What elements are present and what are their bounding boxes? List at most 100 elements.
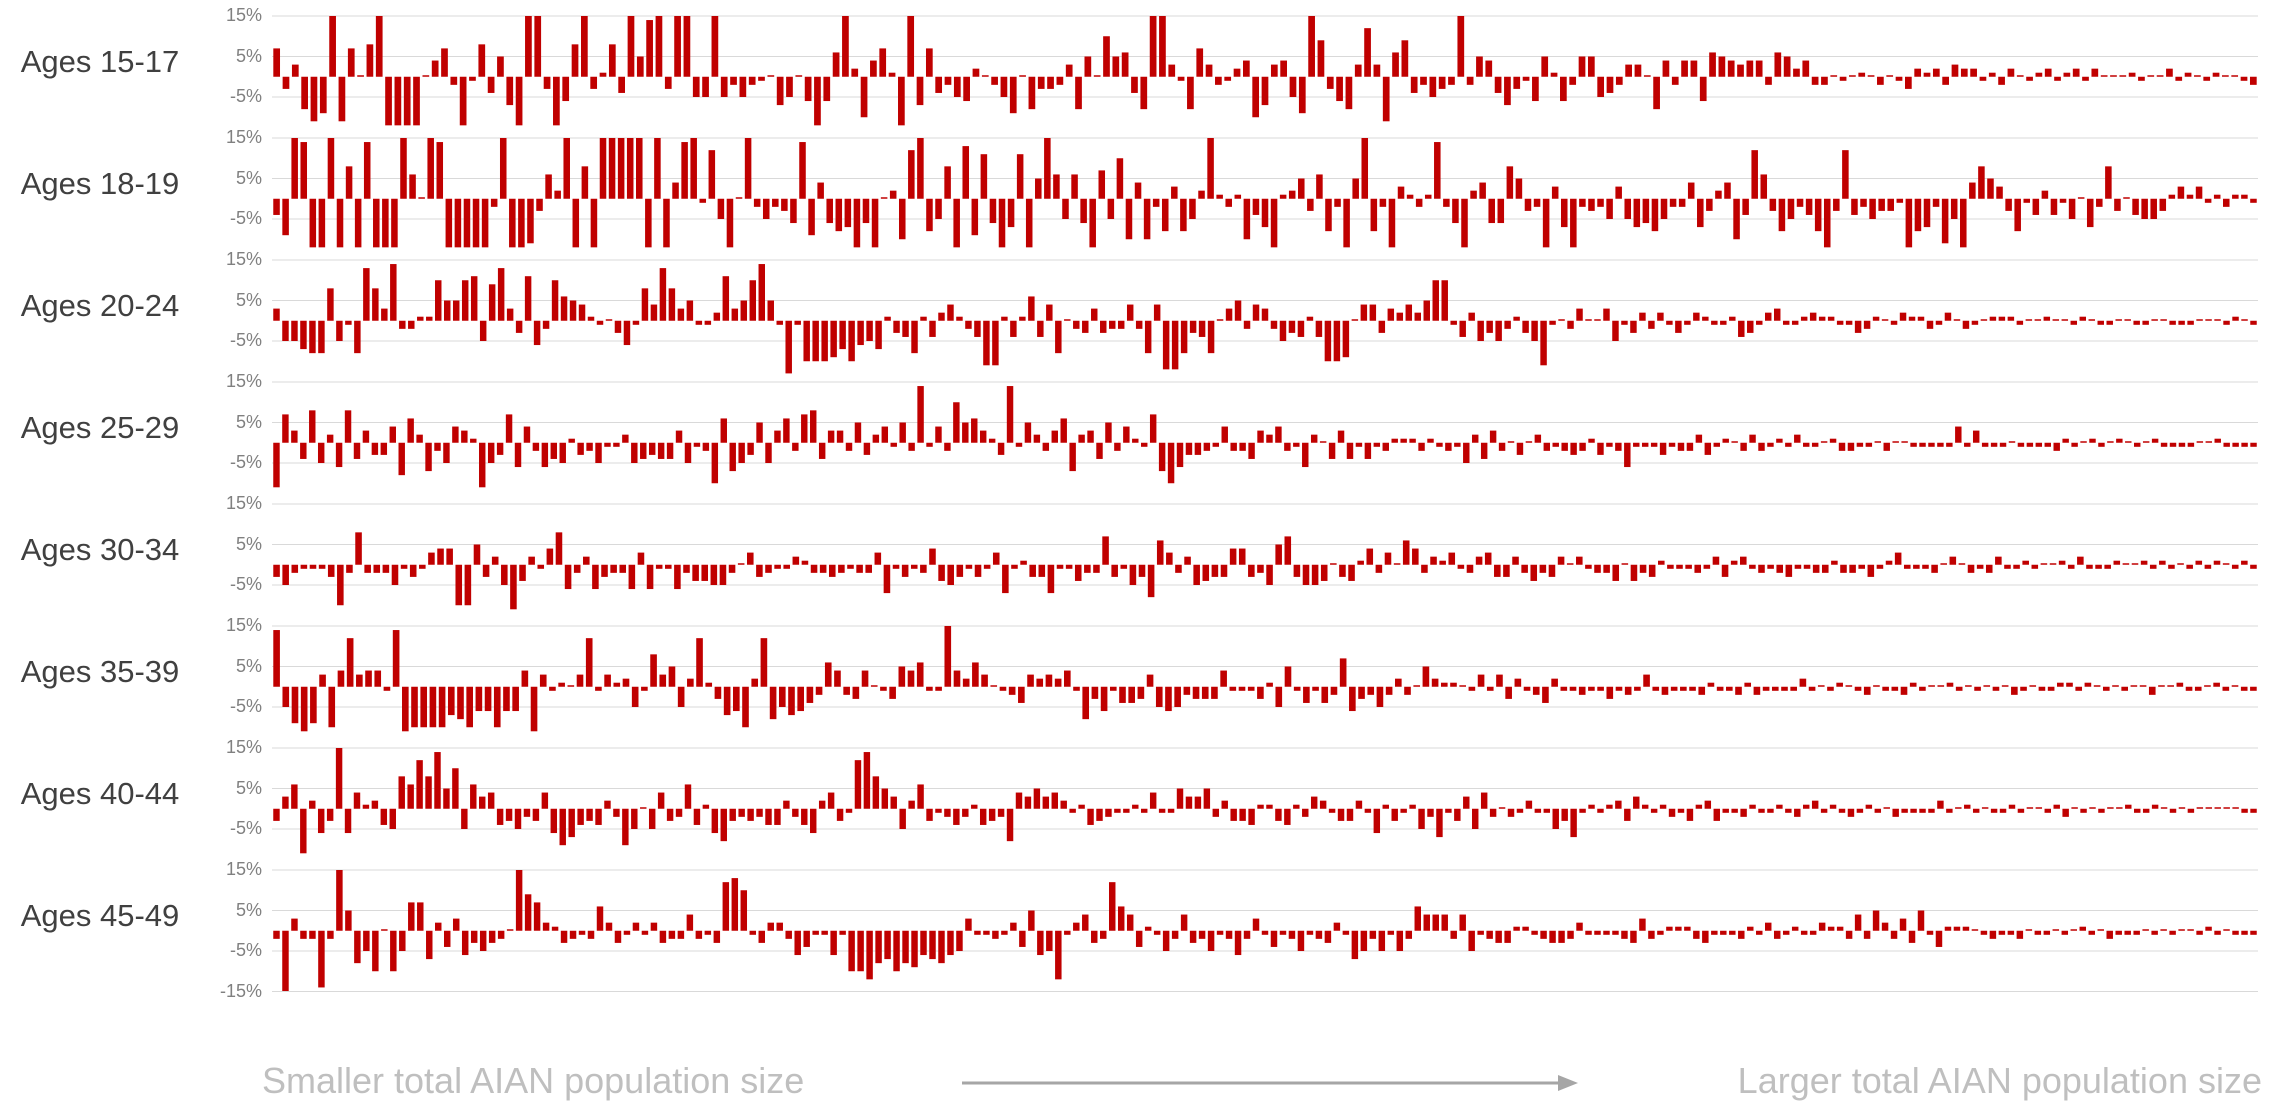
bar [838,564,845,573]
bar [1396,930,1404,951]
bar [1522,76,1530,81]
bar [2071,807,2078,809]
bar [1838,442,1846,451]
bar [1436,442,1443,447]
bar [1171,320,1179,370]
bar [515,870,523,931]
bar [1126,304,1134,321]
bar [2241,930,2248,935]
bar [1147,564,1155,598]
bar [823,76,831,102]
bar [532,808,540,821]
bar [1117,906,1125,931]
bar [1158,442,1166,472]
bar [794,930,801,956]
bar [1597,76,1605,97]
bar [874,552,882,565]
bar [1783,56,1791,77]
bar [1729,316,1736,321]
bar [1910,442,1917,447]
bar [2013,564,2020,569]
bar [2213,194,2221,199]
bar [650,922,658,931]
bar [1811,800,1819,809]
bar [1625,64,1632,77]
bar [2035,807,2043,809]
bar [1765,922,1772,931]
bar [1615,76,1623,85]
bar [1588,686,1595,691]
bar [470,784,477,809]
bar [595,442,602,463]
bar [1648,930,1655,939]
bar [1243,198,1251,240]
bar [587,930,595,939]
bar [1454,808,1461,821]
bar [1539,564,1547,573]
bar [300,808,307,854]
bar [559,442,566,463]
bar [1811,442,1819,447]
bar [461,430,468,443]
bar [668,288,676,321]
bar [1135,320,1143,329]
bar [2231,685,2239,687]
bar [1162,930,1170,951]
bar [1284,666,1292,687]
bar [622,808,629,846]
bar [2142,441,2150,443]
bar [1560,76,1567,102]
bar [926,808,933,821]
bar [1261,930,1269,935]
bar [1339,658,1347,687]
bar [1678,198,1686,207]
bar [747,442,754,455]
bar [1854,686,1862,691]
bar [1557,556,1565,565]
bar [1720,930,1727,935]
y-tick-label: -5% [229,86,262,106]
bar [452,300,460,321]
bar [1392,52,1399,77]
bar [385,76,392,126]
bar [463,198,471,248]
bar [2043,930,2051,935]
bar [711,808,719,834]
bar [2139,685,2147,687]
bar [344,410,352,443]
bar [1321,686,1329,703]
bar [962,422,969,443]
bar [1252,198,1260,215]
bar [1760,174,1768,199]
bar [1288,190,1296,199]
bar [1642,198,1650,224]
bar [399,930,406,951]
bar [1073,320,1080,329]
bar [1038,564,1046,577]
bar [413,76,420,126]
bar [947,930,954,956]
bar [1808,686,1816,691]
bar [1886,75,1894,77]
bar [1639,918,1646,931]
bar [648,808,656,829]
bar [1937,442,1944,447]
bar [1393,563,1401,565]
bar [1346,442,1354,459]
bar [1486,930,1493,939]
bar [1279,194,1287,199]
bar [1703,564,1711,569]
bar [1080,198,1087,224]
bar [1046,304,1053,321]
bar [2140,560,2148,565]
bar [1561,808,1568,821]
bar [592,564,599,590]
bar [1375,564,1383,573]
bar [1298,76,1306,114]
bar [1102,536,1109,565]
bar [1749,804,1756,809]
bar [2005,198,2012,211]
bar [2147,75,2155,77]
bar [953,198,960,248]
bar [2232,316,2239,321]
